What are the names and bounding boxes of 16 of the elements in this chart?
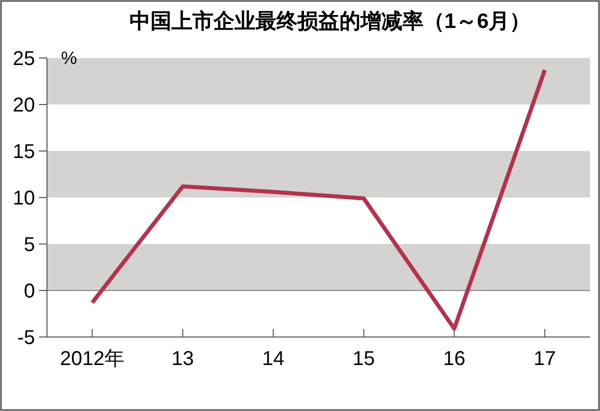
x-tick-label: 2012年 xyxy=(60,348,124,370)
y-axis-title: % xyxy=(60,48,78,68)
y-tick-label: 15 xyxy=(12,141,35,163)
y-tick-label: 10 xyxy=(12,188,35,210)
x-tick-label: 16 xyxy=(443,348,466,370)
y-tick-label: 20 xyxy=(12,94,35,116)
y-tick-label: -5 xyxy=(17,327,35,349)
y-tick-label: 0 xyxy=(24,280,35,302)
line-series xyxy=(90,68,547,331)
y-tick-label: 25 xyxy=(12,48,35,70)
x-tick-label: 17 xyxy=(534,348,556,370)
x-tick-label: 13 xyxy=(172,348,194,370)
chart-title: 中国上市企业最终损益的增减率（1～6月） xyxy=(129,9,531,33)
y-tick-label: 5 xyxy=(24,234,35,256)
x-tick-label: 14 xyxy=(262,348,284,370)
x-tick-label: 15 xyxy=(352,348,375,370)
